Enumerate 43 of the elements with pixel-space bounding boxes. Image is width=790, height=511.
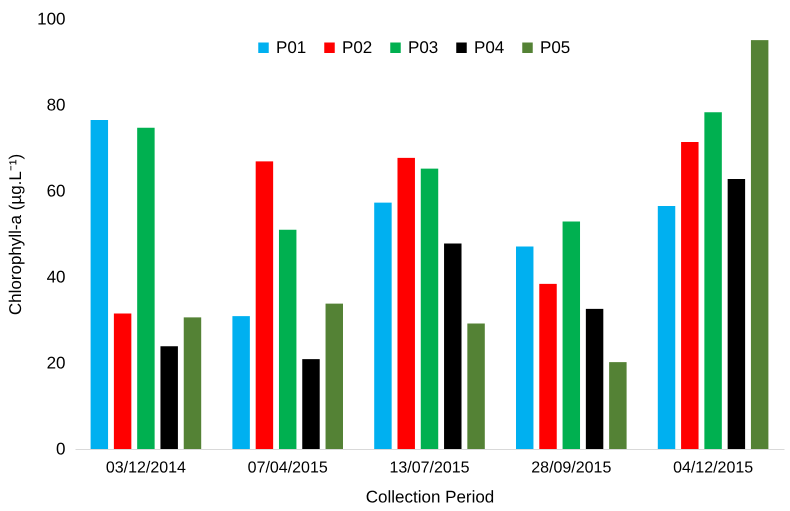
y-tick-label: 0: [56, 440, 66, 458]
legend-label: P01: [276, 38, 306, 57]
y-tick-label: 60: [46, 182, 66, 200]
x-axis-title: Collection Period: [366, 488, 494, 506]
legend-label: P04: [474, 38, 504, 57]
bar: [184, 317, 202, 449]
bar: [728, 178, 746, 449]
bar: [114, 314, 132, 449]
bar: [397, 158, 415, 449]
bar: [160, 346, 178, 449]
x-tick-label: 04/12/2015: [673, 460, 754, 476]
x-tick-label: 13/07/2015: [389, 460, 470, 476]
x-tick-label: 28/09/2015: [531, 460, 612, 476]
bar: [256, 161, 274, 449]
bar: [681, 142, 699, 449]
bar: [326, 304, 343, 449]
bar: [302, 359, 320, 449]
legend-label: P02: [342, 38, 372, 57]
bar: [562, 222, 580, 449]
x-tick-label: 03/12/2014: [106, 460, 186, 476]
legend-label: P03: [408, 38, 438, 57]
bar: [420, 168, 438, 449]
bar: [539, 284, 557, 449]
y-tick-label: 40: [46, 268, 66, 286]
bar: [444, 243, 462, 449]
bar: [467, 323, 485, 449]
legend-label: P05: [540, 38, 570, 57]
y-axis-title: Chlorophyll-a (µg.L⁻¹): [6, 154, 26, 316]
bar: [374, 202, 392, 449]
y-tick-label: 100: [37, 10, 66, 28]
bar: [609, 362, 627, 449]
bar: [658, 206, 676, 449]
bar: [137, 128, 155, 449]
bar: [586, 308, 604, 449]
x-tick-label: 07/04/2015: [248, 460, 328, 476]
bar: [516, 246, 534, 449]
bar: [278, 230, 296, 449]
y-tick-label: 20: [46, 354, 66, 372]
bar: [704, 112, 722, 449]
bar: [232, 316, 250, 449]
bar: [750, 40, 768, 449]
bar: [90, 120, 108, 449]
y-tick-label: 80: [46, 96, 66, 114]
